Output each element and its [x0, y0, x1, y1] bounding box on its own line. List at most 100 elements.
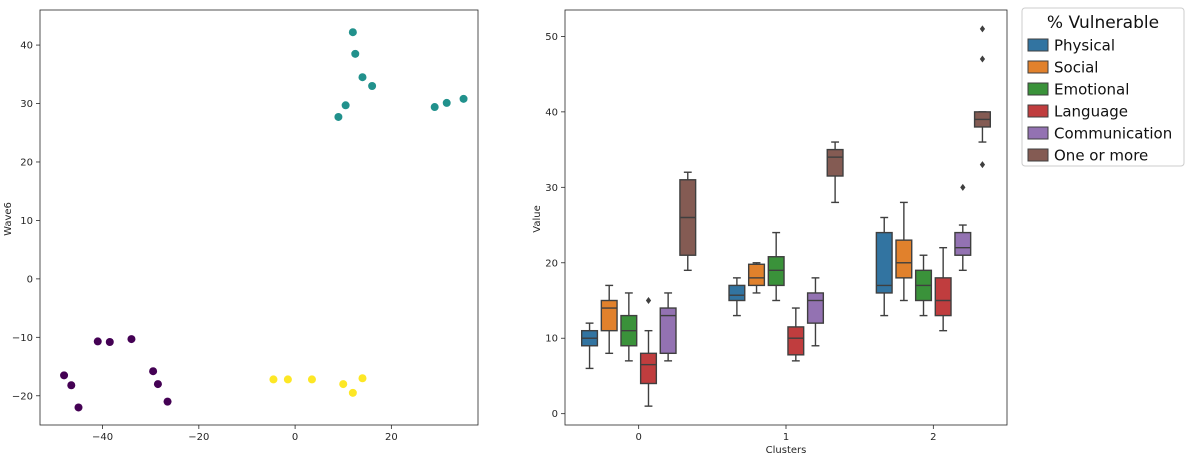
legend-items: Physical Social Emotional Language Communica… — [1027, 37, 1172, 165]
scatter-plot: −40 −20 0 20 −20 −10 0 10 20 30 40 Wave6 — [3, 9, 479, 443]
scatter-point — [269, 375, 278, 384]
legend-label: Social — [1054, 59, 1098, 77]
box-iqr — [767, 256, 785, 287]
scatter-y-tick-label: 40 — [20, 41, 33, 52]
scatter-point — [368, 81, 377, 90]
legend-swatch — [1027, 82, 1049, 96]
legend-swatch — [1027, 38, 1049, 52]
box-iqr — [600, 299, 618, 332]
scatter-x-tick-label: 20 — [385, 432, 398, 443]
box-iqr — [747, 263, 766, 287]
box-plot-frame — [564, 9, 1008, 426]
box-y-axis-title: Value — [532, 205, 543, 232]
box-x-axis: 0 1 2 — [635, 425, 937, 443]
box-social — [895, 201, 913, 302]
legend-label: Emotional — [1054, 81, 1129, 99]
box-communication — [659, 292, 677, 362]
box-iqr — [639, 352, 658, 385]
scatter-point — [283, 375, 292, 384]
legend-swatch — [1027, 126, 1049, 140]
box-iqr — [934, 277, 952, 317]
scatter-points — [60, 28, 468, 412]
box-outlier — [645, 297, 652, 304]
scatter-point — [307, 375, 316, 384]
scatter-point — [149, 367, 158, 376]
box-iqr — [826, 148, 844, 177]
scatter-y-axis: −20 −10 0 10 20 30 40 — [12, 41, 40, 402]
scatter-point — [430, 103, 439, 112]
box-one-or-more — [679, 171, 697, 272]
legend-label: Communication — [1054, 125, 1172, 143]
box-outlier — [979, 161, 986, 169]
box-y-tick-label: 30 — [545, 183, 558, 194]
box-social — [747, 262, 766, 294]
legend-swatch — [1027, 60, 1049, 74]
box-iqr — [787, 326, 805, 356]
box-iqr — [728, 284, 746, 302]
box-iqr — [875, 231, 893, 294]
scatter-point — [358, 374, 367, 383]
scatter-point — [334, 112, 343, 121]
box-social — [600, 284, 618, 355]
box-emotional — [914, 254, 933, 317]
scatter-point — [74, 403, 83, 412]
box-outlier — [979, 25, 986, 33]
scatter-point — [93, 337, 102, 346]
box-iqr — [895, 239, 913, 279]
box-x-tick-label: 0 — [635, 432, 641, 443]
box-language — [639, 297, 658, 407]
scatter-x-tick-label: 0 — [292, 432, 298, 443]
scatter-point — [442, 98, 451, 107]
box-language — [787, 307, 805, 362]
box-one-or-more — [826, 141, 844, 204]
box-emotional — [620, 292, 638, 362]
scatter-y-tick-label: 20 — [20, 157, 33, 168]
box-emotional — [767, 231, 785, 302]
legend-swatch — [1027, 104, 1049, 118]
scatter-point — [67, 381, 76, 390]
box-iqr — [806, 292, 825, 324]
scatter-point — [348, 28, 357, 37]
scatter-point — [127, 335, 136, 344]
box-marks — [580, 25, 992, 407]
scatter-point — [341, 101, 350, 110]
scatter-point — [60, 371, 69, 380]
box-y-tick-label: 50 — [545, 32, 558, 43]
scatter-x-axis: −40 −20 0 20 — [92, 425, 398, 443]
legend-title: % Vulnerable — [1047, 13, 1159, 33]
box-y-tick-label: 20 — [545, 258, 558, 269]
scatter-y-tick-label: 30 — [20, 99, 33, 110]
box-x-tick-label: 1 — [783, 432, 789, 443]
box-communication — [806, 277, 825, 347]
box-x-tick-label: 2 — [930, 432, 936, 443]
scatter-point — [351, 49, 360, 58]
scatter-point — [358, 73, 367, 82]
legend-swatch — [1027, 148, 1049, 162]
box-outlier — [979, 55, 986, 63]
legend-label: Physical — [1054, 37, 1115, 55]
box-y-tick-label: 10 — [545, 334, 558, 345]
box-physical — [875, 216, 893, 317]
scatter-plot-frame — [39, 9, 479, 426]
scatter-point — [163, 397, 172, 406]
scatter-point — [153, 380, 162, 389]
legend: % Vulnerable Physical Social Emotional Lang… — [1021, 7, 1185, 167]
box-language — [934, 246, 952, 332]
box-communication — [954, 183, 972, 272]
scatter-y-tick-label: −10 — [12, 333, 33, 344]
box-iqr — [659, 307, 677, 355]
legend-label: Language — [1054, 103, 1128, 121]
box-physical — [580, 322, 599, 370]
box-y-tick-label: 0 — [552, 409, 558, 420]
box-physical — [728, 277, 746, 317]
scatter-y-axis-title: Wave6 — [3, 202, 14, 236]
scatter-point — [105, 338, 114, 346]
scatter-y-tick-label: −20 — [12, 391, 33, 402]
scatter-x-tick-label: −40 — [92, 432, 113, 443]
scatter-y-tick-label: 10 — [20, 216, 33, 227]
scatter-x-tick-label: −20 — [188, 432, 209, 443]
box-iqr — [954, 231, 972, 256]
box-plot: 0 10 20 30 40 50 0 1 2 Value Clusters — [532, 9, 1008, 456]
box-y-axis: 0 10 20 30 40 50 — [545, 32, 565, 420]
